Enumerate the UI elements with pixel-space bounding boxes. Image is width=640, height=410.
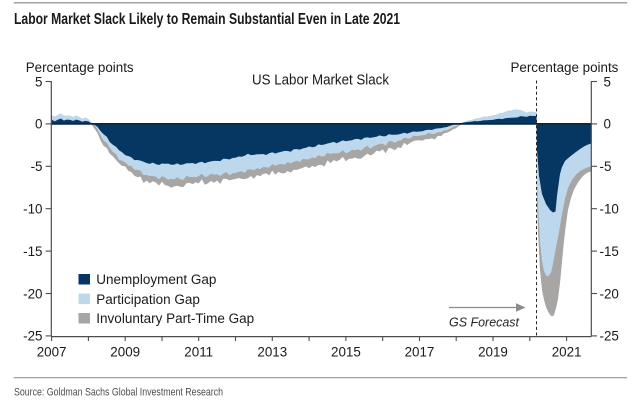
svg-text:GS Forecast: GS Forecast <box>449 315 520 330</box>
svg-text:2011: 2011 <box>184 345 213 360</box>
svg-text:5: 5 <box>35 74 42 89</box>
svg-text:-20: -20 <box>600 286 619 301</box>
svg-text:Labor Market Slack Likely to R: Labor Market Slack Likely to Remain Subs… <box>14 11 400 28</box>
svg-text:2017: 2017 <box>405 345 435 360</box>
svg-text:-20: -20 <box>23 286 42 301</box>
svg-text:2015: 2015 <box>331 345 361 360</box>
svg-text:-15: -15 <box>23 244 42 259</box>
svg-text:2007: 2007 <box>37 345 67 360</box>
svg-text:Participation Gap: Participation Gap <box>96 292 200 307</box>
svg-text:5: 5 <box>604 74 611 89</box>
svg-text:-15: -15 <box>600 244 619 259</box>
svg-text:-10: -10 <box>600 202 619 217</box>
svg-text:2021: 2021 <box>552 345 582 360</box>
svg-text:-25: -25 <box>600 329 619 344</box>
svg-text:US Labor Market Slack: US Labor Market Slack <box>252 72 389 89</box>
svg-text:Percentage points: Percentage points <box>510 60 618 75</box>
svg-text:-10: -10 <box>23 202 42 217</box>
svg-text:Involuntary Part-Time Gap: Involuntary Part-Time Gap <box>96 311 254 326</box>
svg-text:-25: -25 <box>23 329 42 344</box>
svg-text:-5: -5 <box>31 159 43 174</box>
svg-text:Unemployment Gap: Unemployment Gap <box>96 272 216 287</box>
svg-text:2009: 2009 <box>110 345 140 360</box>
svg-text:-5: -5 <box>600 159 612 174</box>
svg-text:2013: 2013 <box>257 345 287 360</box>
svg-text:0: 0 <box>35 117 42 132</box>
svg-text:Source: Goldman Sachs Global I: Source: Goldman Sachs Global Investment … <box>14 387 223 399</box>
svg-text:Percentage points: Percentage points <box>26 60 134 75</box>
svg-text:2019: 2019 <box>478 345 508 360</box>
svg-text:0: 0 <box>604 117 611 132</box>
